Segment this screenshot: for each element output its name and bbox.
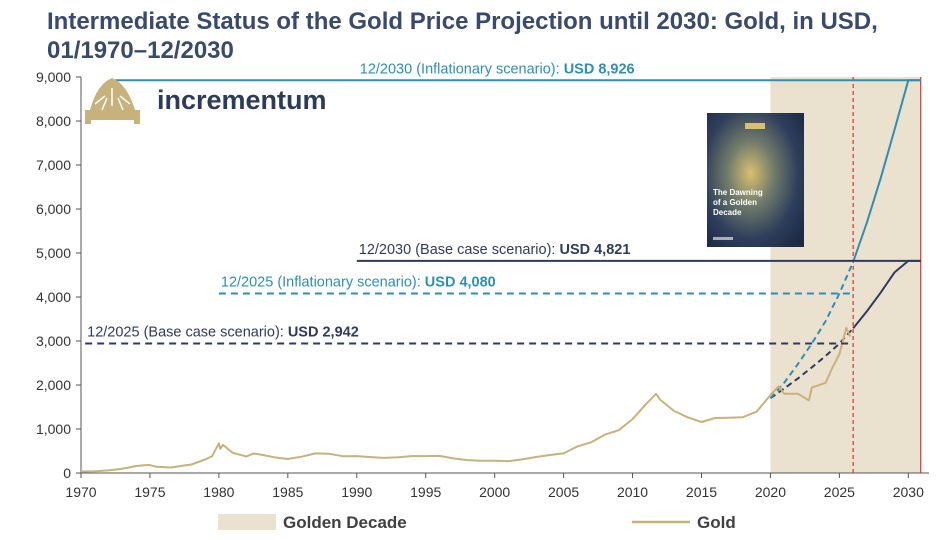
x-tick-label: 1990 [341, 484, 372, 500]
axes: 0 1,000 2,000 3,000 4,000 5,000 6,000 7,000 8,00… [36, 69, 929, 500]
y-tick-label: 5,000 [36, 245, 71, 261]
x-tick-label: 2000 [479, 484, 510, 500]
annotation-value: USD 4,080 [425, 274, 496, 290]
book-cover-title-line: of a Golden [713, 198, 757, 207]
x-tick-label: 2015 [686, 484, 717, 500]
y-tick-label: 6,000 [36, 201, 71, 217]
tree-icon [85, 78, 140, 124]
annotation-text: 12/2030 (Inflationary scenario): [360, 61, 564, 77]
x-tick-label: 2020 [755, 484, 786, 500]
book-cover-title: The Dawning of a Golden Decade [713, 188, 763, 217]
gold-price-line [80, 326, 852, 473]
logo-text: incrementum [157, 85, 327, 115]
y-tick-label: 2,000 [36, 377, 71, 393]
annotation-value: USD 8,926 [564, 61, 635, 77]
x-tick-label: 1985 [272, 484, 303, 500]
annotation-value: USD 4,821 [559, 242, 630, 258]
legend-swatch-golden-decade [218, 514, 276, 530]
x-tick-label: 1970 [65, 484, 96, 500]
y-tick-label: 8,000 [36, 113, 71, 129]
x-tick-label: 2025 [824, 484, 855, 500]
annotations: 12/2030 (Inflationary scenario): USD 8,9… [85, 61, 921, 345]
book-cover-title-line: The Dawning [713, 188, 763, 197]
annotation-value: USD 2,942 [288, 325, 359, 341]
annotation-text: 12/2025 (Base case scenario): [87, 325, 288, 341]
annotation-label: 12/2030 (Inflationary scenario): USD 8,9… [360, 61, 635, 77]
y-tick-label: 7,000 [36, 157, 71, 173]
book-cover: The Dawning of a Golden Decade [707, 113, 804, 247]
x-tick-label: 2005 [548, 484, 579, 500]
y-tick-label: 9,000 [36, 69, 71, 85]
annotation-text: 12/2025 (Inflationary scenario): [221, 274, 425, 290]
x-tick-label: 2010 [617, 484, 648, 500]
y-tick-label: 1,000 [36, 421, 71, 437]
annotation-label: 12/2025 (Base case scenario): USD 2,942 [87, 325, 359, 341]
series-layer [80, 79, 921, 473]
book-cover-title-line: Decade [713, 208, 742, 217]
legend-label-gold: Gold [697, 513, 736, 532]
chart-title: Intermediate Status of the Gold Price Pr… [47, 8, 878, 64]
y-tick-label: 0 [63, 465, 71, 481]
x-tick-label: 1995 [410, 484, 441, 500]
inflationary-projection-line-to-2025 [769, 261, 855, 399]
logo: incrementum [85, 78, 327, 124]
x-tick-label: 2030 [893, 484, 924, 500]
legend-label-golden-decade: Golden Decade [283, 513, 407, 532]
x-tick-label: 1975 [134, 484, 165, 500]
annotation-label: 12/2025 (Inflationary scenario): USD 4,0… [221, 274, 496, 290]
y-tick-label: 3,000 [36, 333, 71, 349]
x-tick-label: 1980 [203, 484, 234, 500]
marker-lines [852, 77, 922, 473]
base-case-projection-line-to-2025 [769, 327, 854, 400]
y-tick-label: 4,000 [36, 289, 71, 305]
annotation-label: 12/2030 (Base case scenario): USD 4,821 [359, 242, 631, 258]
annotation-text: 12/2030 (Base case scenario): [359, 242, 560, 258]
legend: Golden Decade Gold [218, 513, 736, 532]
